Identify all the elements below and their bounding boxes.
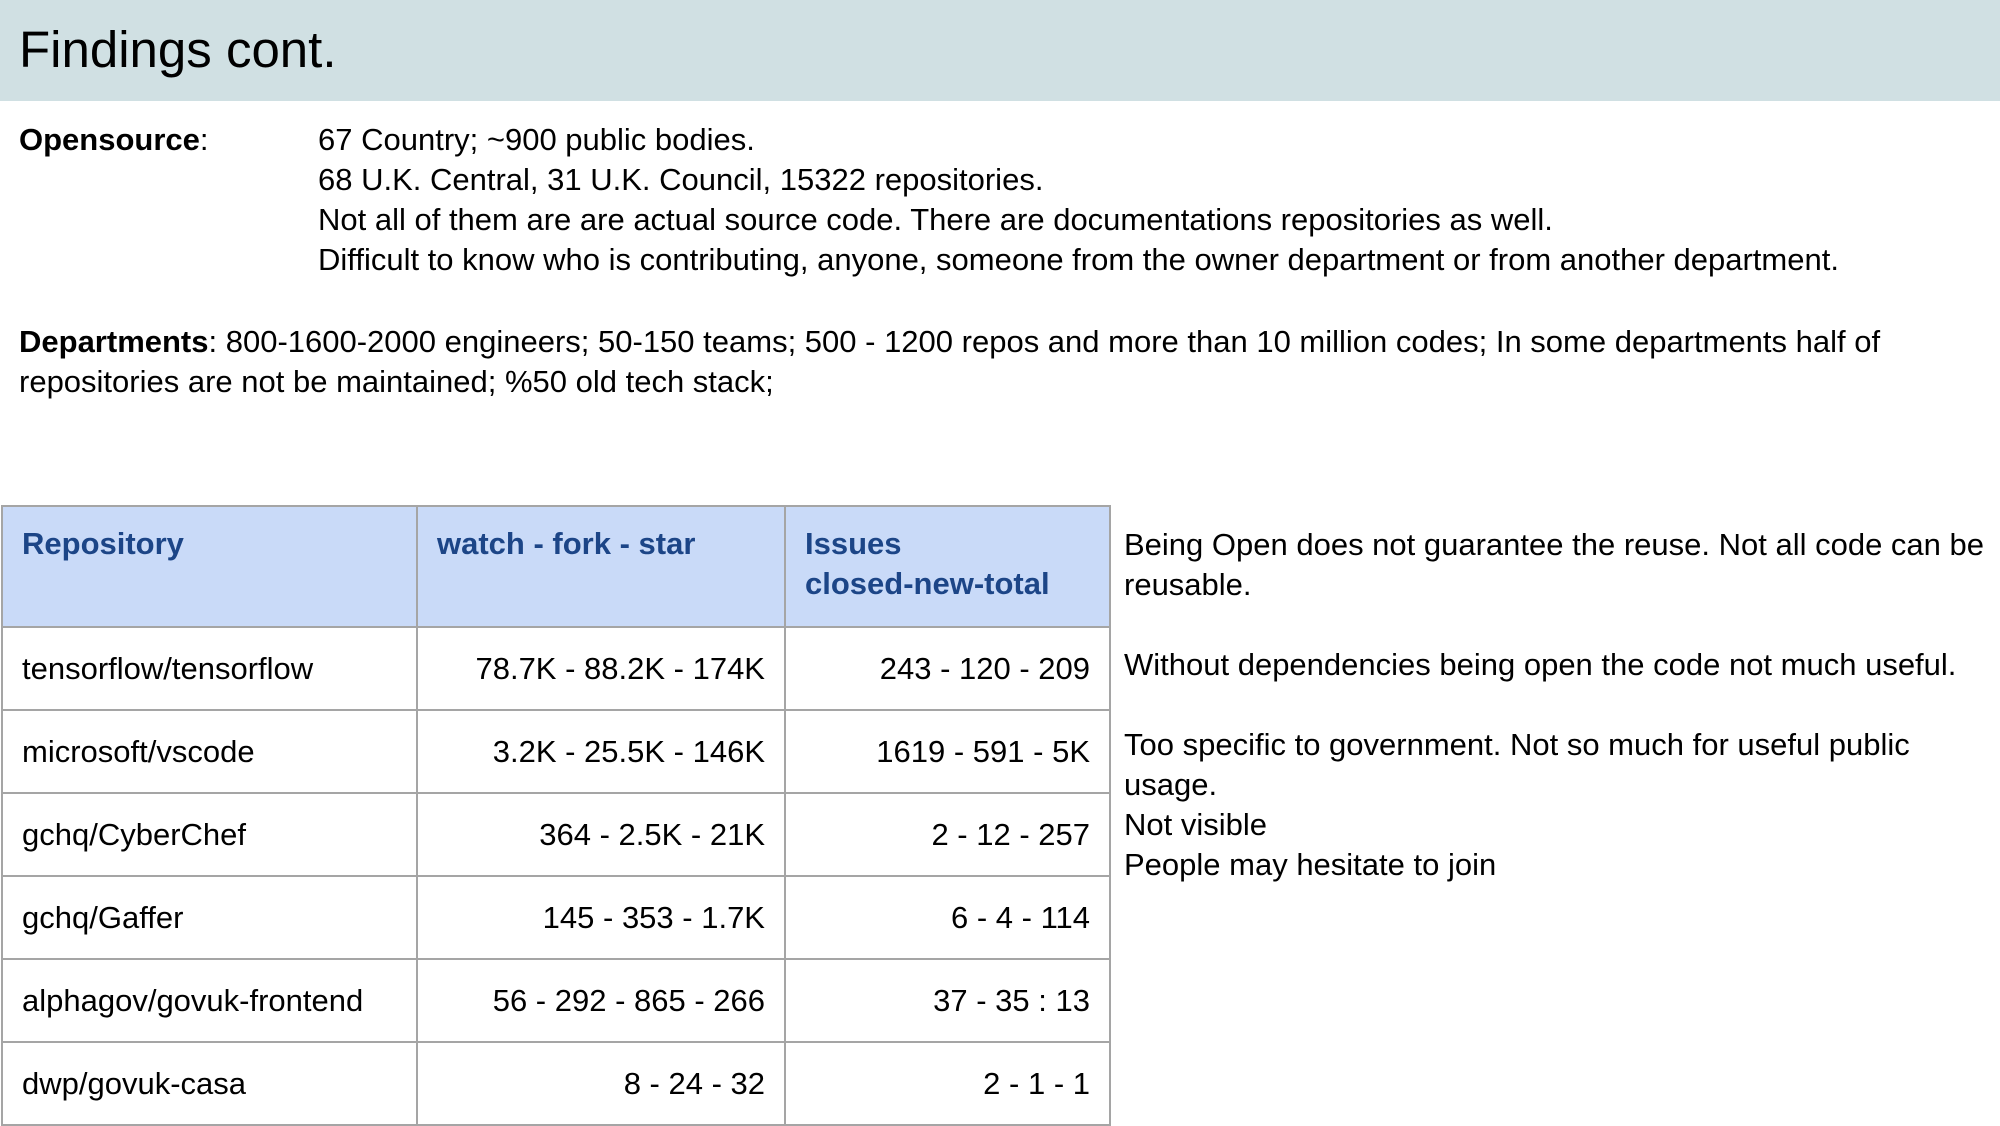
notes-panel: Being Open does not guarantee the reuse.… (1124, 525, 1994, 885)
note-paragraph: Without dependencies being open the code… (1124, 647, 1957, 682)
repo-stats: 364 - 2.5K - 21K (416, 792, 786, 877)
note-paragraph: Not visible (1124, 807, 1267, 842)
table-row: dwp/govuk-casa 8 - 24 - 32 2 - 1 - 1 (1, 1041, 1111, 1126)
repo-name: alphagov/govuk-frontend (1, 958, 418, 1043)
departments-text: : 800-1600-2000 engineers; 50-150 teams;… (19, 324, 1881, 399)
departments-paragraph: Departments: 800-1600-2000 engineers; 50… (19, 322, 1979, 402)
repo-issues: 2 - 1 - 1 (784, 1041, 1111, 1126)
opensource-label: Opensource: (19, 120, 209, 160)
repo-issues: 243 - 120 - 209 (784, 626, 1111, 711)
repo-stats: 3.2K - 25.5K - 146K (416, 709, 786, 794)
opensource-colon: : (199, 122, 209, 157)
departments-label: Departments (19, 324, 209, 359)
table-row: gchq/Gaffer 145 - 353 - 1.7K 6 - 4 - 114 (1, 875, 1111, 960)
header-issues: Issues closed-new-total (784, 505, 1111, 628)
table-row: gchq/CyberChef 364 - 2.5K - 21K 2 - 12 -… (1, 792, 1111, 877)
opensource-line: 67 Country; ~900 public bodies. (318, 122, 755, 157)
note-paragraph: Too specific to government. Not so much … (1124, 727, 1910, 802)
table-row: tensorflow/tensorflow 78.7K - 88.2K - 17… (1, 626, 1111, 711)
repo-stats: 56 - 292 - 865 - 266 (416, 958, 786, 1043)
opensource-line: Difficult to know who is contributing, a… (318, 242, 1839, 277)
header-issues-label: Issues (805, 526, 902, 561)
repo-name: tensorflow/tensorflow (1, 626, 418, 711)
repo-name: microsoft/vscode (1, 709, 418, 794)
repo-stats: 145 - 353 - 1.7K (416, 875, 786, 960)
repo-issues: 1619 - 591 - 5K (784, 709, 1111, 794)
table-row: microsoft/vscode 3.2K - 25.5K - 146K 161… (1, 709, 1111, 794)
repo-issues: 2 - 12 - 257 (784, 792, 1111, 877)
repo-name: dwp/govuk-casa (1, 1041, 418, 1126)
repo-name: gchq/Gaffer (1, 875, 418, 960)
note-paragraph: People may hesitate to join (1124, 847, 1497, 882)
repo-issues: 6 - 4 - 114 (784, 875, 1111, 960)
slide-title: Findings cont. (19, 21, 337, 78)
note-paragraph: Being Open does not guarantee the reuse.… (1124, 527, 1984, 602)
repo-issues: 37 - 35 : 13 (784, 958, 1111, 1043)
repository-table: Repository watch - fork - star Issues clo… (1, 505, 1111, 1126)
header-issues-sub: closed-new-total (805, 566, 1050, 601)
table-row: alphagov/govuk-frontend 56 - 292 - 865 -… (1, 958, 1111, 1043)
opensource-line: Not all of them are are actual source co… (318, 202, 1553, 237)
opensource-lines: 67 Country; ~900 public bodies. 68 U.K. … (318, 120, 1839, 280)
repo-stats: 78.7K - 88.2K - 174K (416, 626, 786, 711)
repo-name: gchq/CyberChef (1, 792, 418, 877)
opensource-label-text: Opensource (19, 122, 200, 157)
header-repository: Repository (1, 505, 418, 628)
header-watch-fork-star: watch - fork - star (416, 505, 786, 628)
table-header-row: Repository watch - fork - star Issues clo… (1, 505, 1111, 628)
title-bar: Findings cont. (0, 0, 2000, 101)
opensource-line: 68 U.K. Central, 31 U.K. Council, 15322 … (318, 162, 1044, 197)
repo-stats: 8 - 24 - 32 (416, 1041, 786, 1126)
